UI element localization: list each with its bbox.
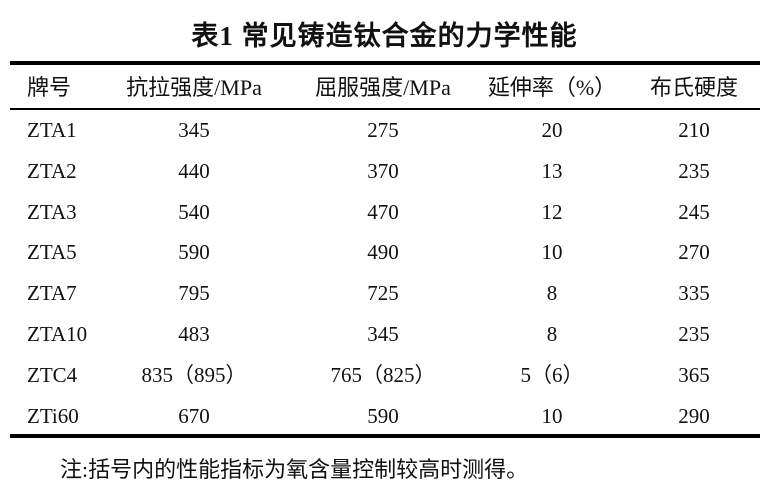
table-row: ZTA10 483 345 8 235 [0,314,769,354]
table-cell: ZTC4 [27,362,78,387]
table-cell: 540 [178,199,210,224]
table-row: ZTC4 835（895） 765（825） 5（6） 365 [0,355,769,395]
table-cell: 10 [541,403,563,428]
table-cell: ZTA7 [27,281,77,306]
table-cell: 440 [178,158,210,183]
header-rule [10,108,760,110]
table-row: ZTA1 345 275 20 210 [0,110,769,150]
table-cell: ZTA2 [27,158,77,183]
table-cell: 490 [367,240,399,265]
table-header: 牌号 抗拉强度/MPa 屈服强度/MPa 延伸率（%） 布氏硬度 [0,68,769,108]
table-cell: 275 [367,118,399,142]
table-cell: ZTi60 [27,403,79,428]
table-cell: 670 [178,403,210,428]
table-cell: 8 [546,322,558,346]
header-cell: 抗拉强度/MPa [126,75,262,100]
table-cell: 335 [678,281,710,306]
header-cell: 屈服强度/MPa [315,75,451,100]
table-cell: 725 [367,281,399,306]
table-row: ZTA5 590 490 10 270 [0,232,769,272]
table-cell: 483 [178,322,210,346]
table-cell: ZTA10 [27,322,88,346]
table-cell: 345 [178,118,210,142]
table-cell: 235 [678,322,710,346]
table-note: 注:括号内的性能指标为氧含量控制较高时测得。 [60,457,529,482]
table-cell: ZTA1 [27,118,77,142]
table-row: ZTA3 540 470 12 245 [0,192,769,232]
table-cell: 10 [541,240,563,265]
table-cell: 235 [678,158,710,183]
table-cell: 765（825） [330,362,436,387]
table-cell: 12 [541,199,563,224]
table-cell: 835（895） [141,362,247,387]
table-cell: 20 [541,118,563,142]
table-cell: 470 [367,199,399,224]
top-rule [10,61,760,65]
table-cell: ZTA5 [27,240,77,265]
table-cell: 5（6） [520,362,584,387]
table-title: 表1 常见铸造钛合金的力学性能 [191,21,578,51]
table-row: ZTi60 670 590 10 290 [0,396,769,436]
table-cell: 270 [678,240,710,265]
table-cell: ZTA3 [27,199,77,224]
table-cell: 590 [178,240,210,265]
table-row: ZTA2 440 370 13 235 [0,151,769,191]
header-cell: 牌号 [27,75,72,100]
table-cell: 795 [178,281,210,306]
bottom-rule [10,434,760,438]
table-row: ZTA7 795 725 8 335 [0,273,769,313]
table-cell: 590 [367,403,399,428]
table-cell: 210 [678,118,710,142]
table-cell: 290 [678,403,710,428]
table-cell: 345 [367,322,399,346]
table-cell: 13 [541,158,563,183]
table-cell: 245 [678,199,710,224]
table-cell: 370 [367,158,399,183]
table-cell: 8 [546,281,558,306]
table-cell: 365 [678,362,710,387]
header-cell: 延伸率（%） [487,75,617,100]
header-cell: 布氏硬度 [649,75,738,100]
